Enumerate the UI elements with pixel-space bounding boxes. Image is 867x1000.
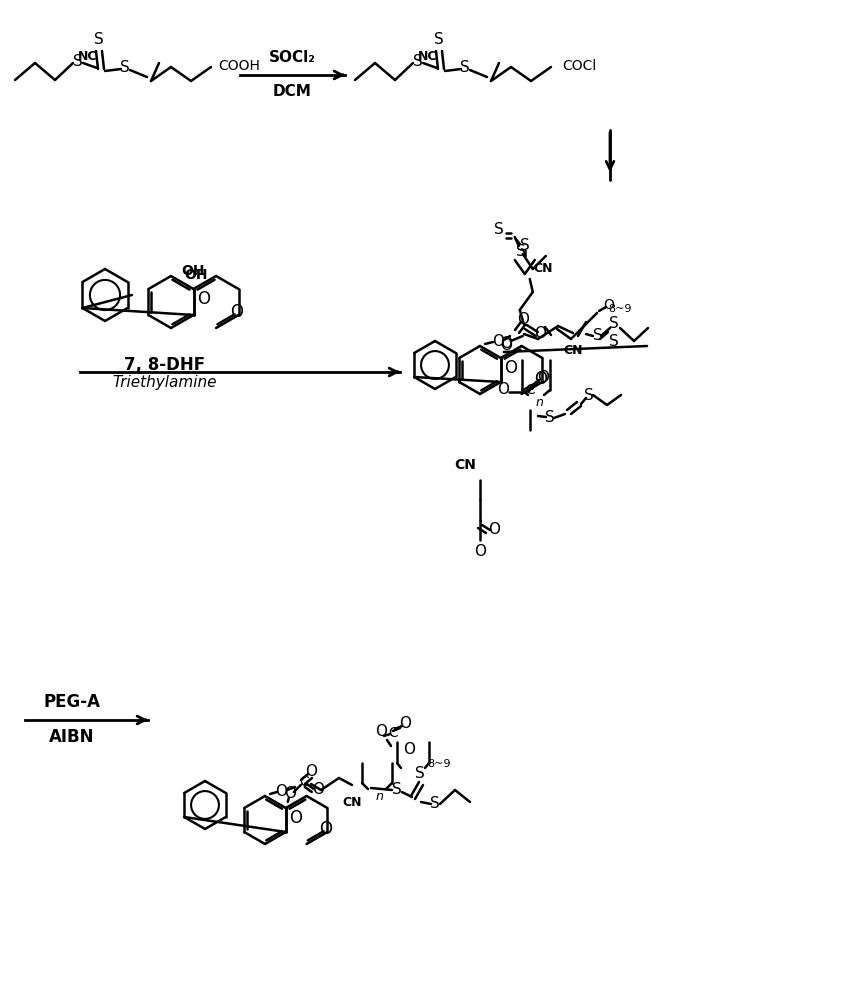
Text: S: S	[415, 766, 425, 782]
Text: O: O	[499, 338, 512, 354]
Text: S: S	[121, 60, 130, 76]
Text: O: O	[399, 716, 411, 730]
Text: S: S	[593, 328, 603, 344]
Text: CN: CN	[342, 796, 362, 808]
Text: O: O	[474, 544, 486, 560]
Text: NC: NC	[418, 50, 438, 64]
Text: AIBN: AIBN	[49, 728, 95, 746]
Text: O: O	[534, 326, 546, 340]
Text: S: S	[584, 388, 594, 403]
Text: O: O	[375, 724, 387, 740]
Text: 7, 8-DHF: 7, 8-DHF	[125, 356, 205, 374]
Text: S: S	[434, 32, 444, 47]
Text: O: O	[537, 369, 549, 384]
Text: O: O	[284, 786, 296, 802]
Text: COCl: COCl	[562, 59, 596, 73]
Text: CN: CN	[533, 262, 552, 275]
Text: S: S	[73, 54, 83, 70]
Text: n: n	[536, 395, 544, 408]
Text: 8~9: 8~9	[427, 759, 451, 769]
Text: S: S	[95, 32, 104, 47]
Text: O: O	[492, 334, 504, 349]
Text: S: S	[516, 244, 525, 259]
Text: O: O	[197, 290, 210, 308]
Text: C: C	[388, 726, 398, 740]
Text: O: O	[505, 359, 518, 377]
Text: COOH: COOH	[218, 59, 260, 73]
Text: CN: CN	[454, 458, 476, 472]
Text: CN: CN	[564, 344, 583, 357]
Text: O: O	[319, 820, 332, 838]
Text: S: S	[610, 334, 619, 350]
Text: O: O	[488, 522, 500, 538]
Text: O: O	[312, 782, 323, 798]
Text: OH: OH	[184, 268, 207, 282]
Text: PEG-A: PEG-A	[43, 693, 101, 711]
Text: n: n	[376, 790, 384, 804]
Text: O: O	[275, 784, 287, 798]
Text: S: S	[460, 60, 470, 76]
Text: O: O	[603, 298, 615, 312]
Text: O: O	[305, 764, 317, 780]
Text: S: S	[392, 782, 402, 798]
Text: S: S	[545, 410, 555, 426]
Text: O: O	[290, 809, 303, 827]
Text: O: O	[499, 336, 512, 352]
Text: S: S	[494, 222, 504, 236]
Text: C: C	[299, 775, 309, 789]
Text: DCM: DCM	[272, 85, 311, 100]
Text: S: S	[430, 796, 440, 812]
Text: OH: OH	[181, 264, 205, 278]
Text: S: S	[520, 238, 530, 253]
Text: S: S	[413, 54, 423, 70]
Text: O: O	[403, 742, 415, 758]
Text: S: S	[610, 316, 619, 332]
Text: Triethylamine: Triethylamine	[113, 374, 218, 389]
Text: O: O	[534, 370, 547, 388]
Text: C: C	[525, 383, 535, 397]
Text: O: O	[230, 303, 243, 321]
Text: O: O	[517, 312, 529, 326]
Text: NC: NC	[78, 50, 98, 64]
Text: SOCl₂: SOCl₂	[269, 49, 316, 64]
Text: 8~9: 8~9	[609, 304, 632, 314]
Text: O: O	[497, 382, 509, 397]
